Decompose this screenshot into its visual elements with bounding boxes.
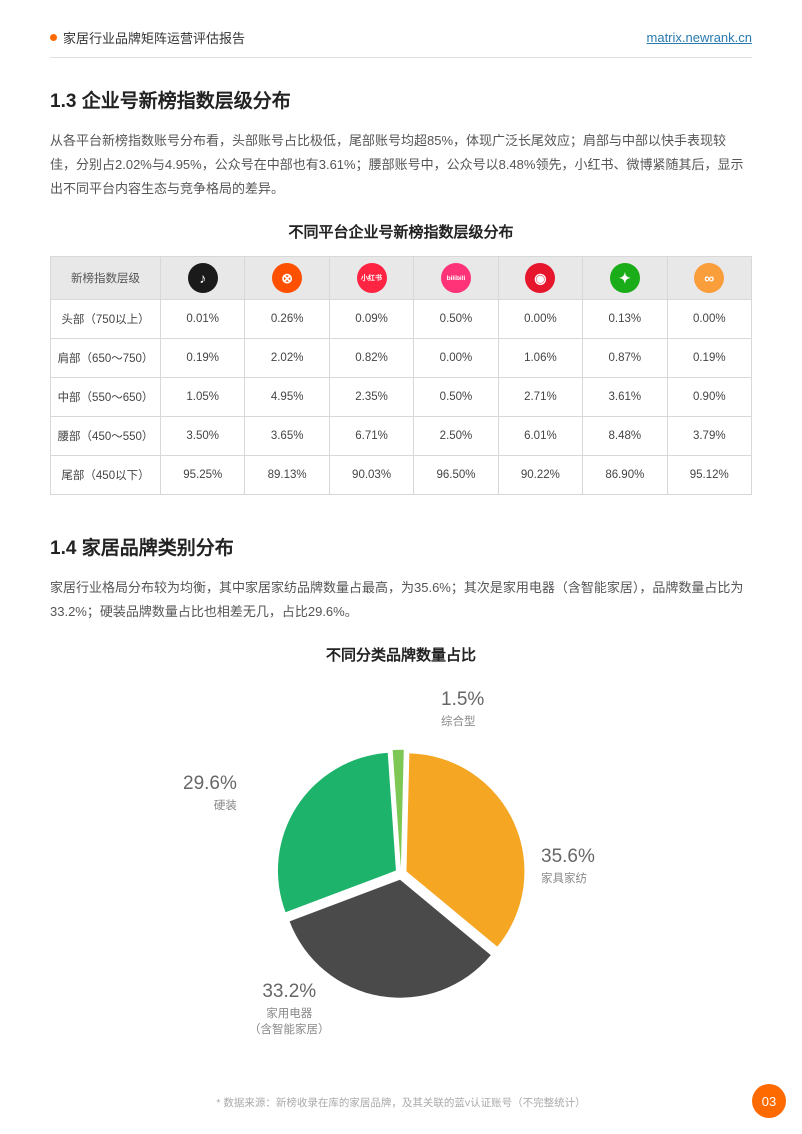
table-cell: 0.13% [583, 300, 667, 339]
table-cell: 0.19% [161, 339, 245, 378]
table-cell: 1.05% [161, 378, 245, 417]
platform-header-xiaohongshu: 小红书 [329, 257, 413, 300]
table-cell: 89.13% [245, 456, 329, 495]
tier-label: 尾部（450以下） [51, 456, 161, 495]
section-1-3-title: 1.3 企业号新榜指数层级分布 [50, 86, 752, 113]
platform-header-bilibili: bilibili [414, 257, 498, 300]
pie-chart-title: 不同分类品牌数量占比 [50, 644, 752, 665]
table-row: 尾部（450以下）95.25%89.13%90.03%96.50%90.22%8… [51, 456, 752, 495]
table-row: 头部（750以上）0.01%0.26%0.09%0.50%0.00%0.13%0… [51, 300, 752, 339]
section-1-4-paragraph: 家居行业格局分布较为均衡，其中家居家纺品牌数量占最高，为35.6%；其次是家用电… [50, 576, 752, 624]
pie-label: 35.6%家具家纺 [541, 844, 595, 887]
tier-label: 头部（750以上） [51, 300, 161, 339]
table-cell: 0.90% [667, 378, 751, 417]
table-cell: 0.00% [498, 300, 582, 339]
section-1-3-paragraph: 从各平台新榜指数账号分布看，头部账号占比极低，尾部账号均超85%，体现广泛长尾效… [50, 129, 752, 201]
table-row: 肩部（650～750）0.19%2.02%0.82%0.00%1.06%0.87… [51, 339, 752, 378]
row-header-label: 新榜指数层级 [51, 257, 161, 300]
bullet-icon [50, 34, 57, 41]
section-1-4-title: 1.4 家居品牌类别分布 [50, 533, 752, 560]
tier-label: 肩部（650～750） [51, 339, 161, 378]
table-cell: 95.25% [161, 456, 245, 495]
shipin-icon: ∞ [694, 263, 724, 293]
wechat-icon: ✦ [610, 263, 640, 293]
pie-label: 33.2%家用电器（含智能家居） [249, 979, 330, 1038]
table-cell: 0.87% [583, 339, 667, 378]
table-cell: 0.82% [329, 339, 413, 378]
platform-header-weibo: ◉ [498, 257, 582, 300]
page-number: 03 [752, 1084, 786, 1118]
table-title: 不同平台企业号新榜指数层级分布 [50, 221, 752, 242]
table-cell: 0.50% [414, 300, 498, 339]
table-cell: 3.61% [583, 378, 667, 417]
tier-label: 中部（550～650） [51, 378, 161, 417]
table-cell: 4.95% [245, 378, 329, 417]
table-cell: 3.79% [667, 417, 751, 456]
table-row: 腰部（450～550）3.50%3.65%6.71%2.50%6.01%8.48… [51, 417, 752, 456]
douyin-icon: ♪ [188, 263, 218, 293]
bilibili-icon: bilibili [441, 263, 471, 293]
table-cell: 6.71% [329, 417, 413, 456]
table-cell: 3.65% [245, 417, 329, 456]
footnote: * 数据来源：新榜收录在库的家居品牌，及其关联的蓝v认证账号（不完整统计） [0, 1095, 802, 1110]
platform-header-shipin: ∞ [667, 257, 751, 300]
table-cell: 2.71% [498, 378, 582, 417]
table-cell: 90.22% [498, 456, 582, 495]
header-link[interactable]: matrix.newrank.cn [647, 30, 752, 45]
header-title-text: 家居行业品牌矩阵运营评估报告 [63, 28, 245, 47]
table-row: 中部（550～650）1.05%4.95%2.35%0.50%2.71%3.61… [51, 378, 752, 417]
table-cell: 2.35% [329, 378, 413, 417]
table-cell: 0.50% [414, 378, 498, 417]
xiaohongshu-icon: 小红书 [357, 263, 387, 293]
pie-label: 1.5%综合型 [441, 687, 484, 730]
table-cell: 0.19% [667, 339, 751, 378]
table-cell: 0.00% [414, 339, 498, 378]
platform-header-wechat: ✦ [583, 257, 667, 300]
platform-header-kuaishou: ⊗ [245, 257, 329, 300]
table-cell: 86.90% [583, 456, 667, 495]
table-cell: 1.06% [498, 339, 582, 378]
table-cell: 8.48% [583, 417, 667, 456]
index-tier-table: 新榜指数层级 ♪ ⊗ 小红书 bilibili ◉ ✦ ∞ 头部（750以上）0.01%0.2… [50, 256, 752, 495]
pie-svg [51, 689, 751, 1059]
table-cell: 6.01% [498, 417, 582, 456]
kuaishou-icon: ⊗ [272, 263, 302, 293]
table-cell: 0.09% [329, 300, 413, 339]
platform-header-douyin: ♪ [161, 257, 245, 300]
report-title: 家居行业品牌矩阵运营评估报告 [50, 28, 245, 47]
table-cell: 90.03% [329, 456, 413, 495]
table-cell: 3.50% [161, 417, 245, 456]
weibo-icon: ◉ [525, 263, 555, 293]
table-cell: 95.12% [667, 456, 751, 495]
table-cell: 96.50% [414, 456, 498, 495]
pie-chart: 1.5%综合型 35.6%家具家纺 33.2%家用电器（含智能家居） 29.6%硬装 [51, 679, 751, 1039]
table-cell: 0.01% [161, 300, 245, 339]
table-cell: 2.50% [414, 417, 498, 456]
table-cell: 2.02% [245, 339, 329, 378]
table-cell: 0.00% [667, 300, 751, 339]
pie-label: 29.6%硬装 [183, 771, 237, 814]
page-header: 家居行业品牌矩阵运营评估报告 matrix.newrank.cn [50, 28, 752, 58]
tier-label: 腰部（450～550） [51, 417, 161, 456]
table-cell: 0.26% [245, 300, 329, 339]
